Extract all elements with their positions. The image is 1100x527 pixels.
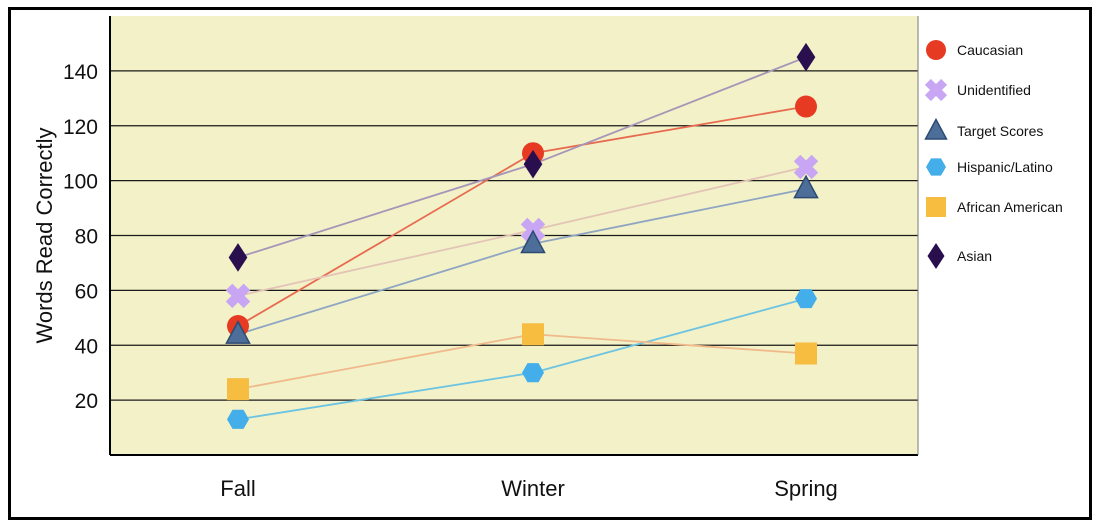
data-point-african-american bbox=[522, 323, 544, 346]
legend-item-african-american: African American bbox=[926, 197, 1063, 217]
y-tick-label: 40 bbox=[75, 335, 98, 358]
data-point-hispanic-latino bbox=[795, 289, 817, 309]
axes bbox=[109, 16, 919, 456]
series-markers bbox=[225, 42, 819, 429]
x-tick-labels: Fall Winter Spring bbox=[220, 476, 838, 501]
x-tick-label: Spring bbox=[774, 476, 838, 501]
legend: Caucasian Unidentified Target Scores Hispan… bbox=[924, 40, 1063, 269]
data-point-target-scores bbox=[520, 229, 546, 254]
y-tick-label: 100 bbox=[63, 171, 98, 194]
legend-marker-hispanic-latino bbox=[926, 158, 946, 176]
data-point-hispanic-latino bbox=[522, 363, 544, 383]
legend-item-target-scores: Target Scores bbox=[924, 117, 1043, 140]
legend-label-asian: Asian bbox=[957, 248, 992, 264]
data-point-unidentified bbox=[225, 283, 251, 309]
legend-label-caucasian: Caucasian bbox=[957, 42, 1023, 58]
legend-item-caucasian: Caucasian bbox=[926, 40, 1023, 60]
y-tick-label: 120 bbox=[63, 116, 98, 139]
legend-item-hispanic-latino: Hispanic/Latino bbox=[926, 158, 1053, 176]
data-point-african-american bbox=[795, 342, 817, 365]
line-chart: 20 40 60 80 100 120 140 Fall Winter Spring Words… bbox=[32, 16, 1063, 501]
chart-frame: 20 40 60 80 100 120 140 Fall Winter Spring Words… bbox=[8, 7, 1092, 520]
legend-marker-african-american bbox=[926, 197, 946, 217]
y-tick-label: 60 bbox=[75, 280, 98, 303]
y-tick-labels: 20 40 60 80 100 120 140 bbox=[63, 61, 98, 413]
legend-marker-unidentified bbox=[924, 78, 948, 102]
legend-marker-target-scores bbox=[924, 117, 948, 140]
legend-marker-asian bbox=[927, 243, 945, 269]
legend-label-hispanic-latino: Hispanic/Latino bbox=[957, 159, 1053, 175]
legend-label-unidentified: Unidentified bbox=[957, 82, 1031, 98]
legend-item-asian: Asian bbox=[927, 243, 992, 269]
data-point-target-scores bbox=[225, 320, 251, 344]
data-point-asian bbox=[796, 42, 816, 72]
legend-label-target-scores: Target Scores bbox=[957, 123, 1043, 139]
y-axis-label: Words Read Correctly bbox=[32, 128, 57, 344]
legend-marker-caucasian bbox=[926, 40, 946, 60]
y-tick-label: 140 bbox=[63, 61, 98, 84]
y-tick-label: 20 bbox=[75, 390, 98, 413]
data-point-target-scores bbox=[793, 174, 819, 199]
data-point-asian bbox=[228, 243, 248, 272]
legend-item-unidentified: Unidentified bbox=[924, 78, 1031, 102]
legend-label-african-american: African American bbox=[957, 199, 1063, 215]
data-point-unidentified bbox=[793, 154, 819, 180]
data-point-african-american bbox=[227, 378, 249, 401]
x-tick-label: Fall bbox=[220, 476, 255, 501]
x-tick-label: Winter bbox=[501, 476, 565, 501]
y-tick-label: 80 bbox=[75, 226, 98, 249]
data-point-asian bbox=[523, 149, 543, 179]
data-point-hispanic-latino bbox=[227, 409, 249, 429]
data-point-caucasian bbox=[795, 95, 817, 118]
